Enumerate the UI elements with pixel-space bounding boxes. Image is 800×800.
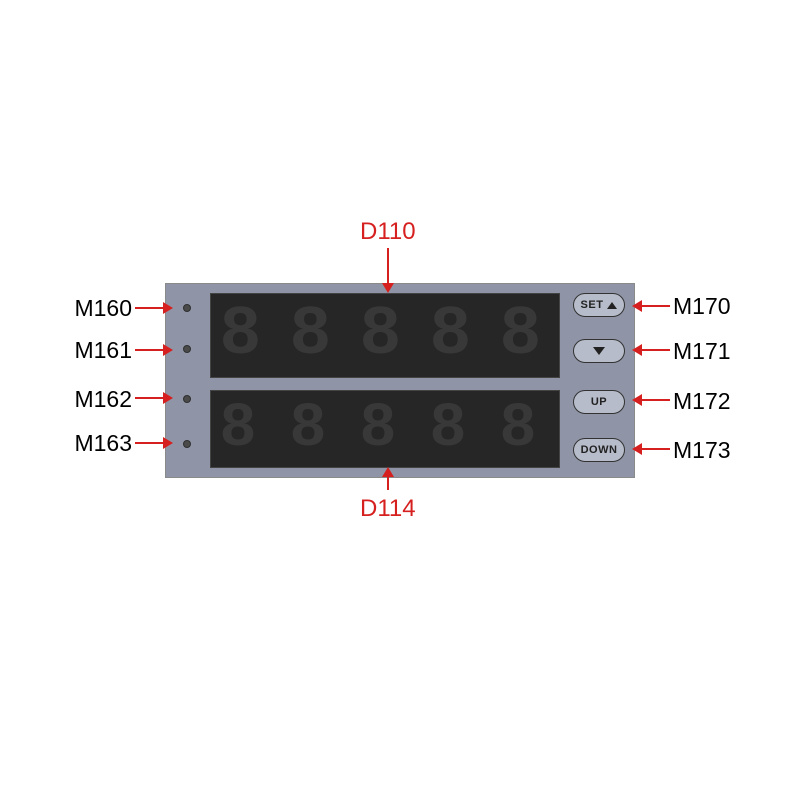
arrow-left-1-head — [163, 344, 173, 356]
display-bottom-digit: 8 — [289, 398, 326, 460]
label-left-1: M161 — [74, 337, 132, 364]
display-bottom-digit: 8 — [219, 398, 256, 460]
triangle-down-icon — [593, 347, 605, 355]
label-left-2: M162 — [74, 386, 132, 413]
arrow-left-3-shaft — [135, 442, 165, 444]
label-right-1: M171 — [673, 338, 731, 365]
label-left-0: M160 — [74, 295, 132, 322]
led-0 — [183, 304, 191, 312]
arrow-bottom-head — [382, 467, 394, 477]
arrow-top-head — [382, 283, 394, 293]
arrow-left-0-head — [163, 302, 173, 314]
label-left-3: M163 — [74, 430, 132, 457]
button-down[interactable]: DOWN — [573, 438, 625, 462]
display-top-digit: 8 — [499, 301, 541, 371]
arrow-left-2-shaft — [135, 397, 165, 399]
display-bottom-digit: 8 — [499, 398, 536, 460]
arrow-bottom-shaft — [387, 475, 389, 490]
led-1 — [183, 345, 191, 353]
display-top-digit: 8 — [219, 301, 261, 371]
label-right-0: M170 — [673, 293, 731, 320]
button-tri[interactable] — [573, 339, 625, 363]
label-right-2: M172 — [673, 388, 731, 415]
arrow-right-0-shaft — [640, 305, 670, 307]
label-right-3: M173 — [673, 437, 731, 464]
arrow-right-2-shaft — [640, 399, 670, 401]
arrow-left-0-shaft — [135, 307, 165, 309]
arrow-right-0-head — [632, 300, 642, 312]
callout-bottom: D114 — [360, 495, 416, 523]
callout-top: D110 — [360, 218, 416, 246]
display-bottom-digit: 8 — [429, 398, 466, 460]
arrow-left-2-head — [163, 392, 173, 404]
display-top: 88888 — [210, 293, 560, 378]
button-down-label: DOWN — [581, 444, 618, 456]
display-top-digit: 8 — [429, 301, 471, 371]
arrow-right-3-head — [632, 443, 642, 455]
button-up-label: UP — [591, 396, 607, 408]
led-2 — [183, 395, 191, 403]
button-set-label: SET — [581, 299, 604, 311]
led-3 — [183, 440, 191, 448]
arrow-right-1-head — [632, 344, 642, 356]
arrow-right-1-shaft — [640, 349, 670, 351]
arrow-right-3-shaft — [640, 448, 670, 450]
arrow-top-shaft — [387, 248, 389, 285]
arrow-left-3-head — [163, 437, 173, 449]
triangle-up-icon — [607, 302, 617, 309]
display-top-digit: 8 — [359, 301, 401, 371]
button-up[interactable]: UP — [573, 390, 625, 414]
arrow-left-1-shaft — [135, 349, 165, 351]
arrow-right-2-head — [632, 394, 642, 406]
display-top-digit: 8 — [289, 301, 331, 371]
button-set[interactable]: SET — [573, 293, 625, 317]
display-bottom-digit: 8 — [359, 398, 396, 460]
display-bottom: 88888 — [210, 390, 560, 468]
